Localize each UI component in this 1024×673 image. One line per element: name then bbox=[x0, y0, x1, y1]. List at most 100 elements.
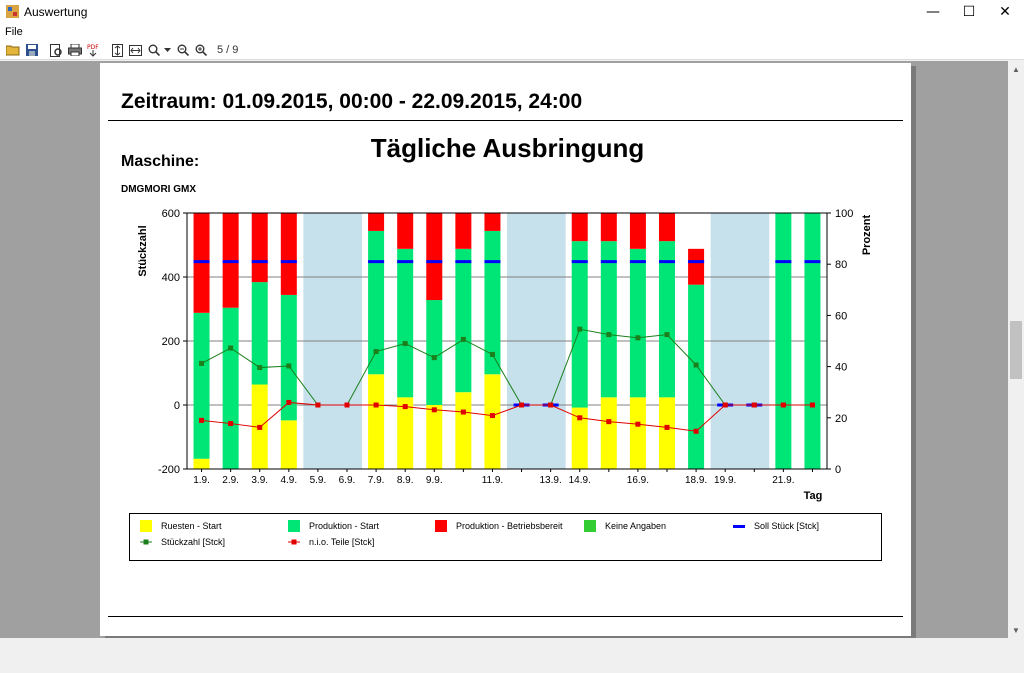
y2-tick-label: 80 bbox=[835, 259, 847, 271]
app-icon bbox=[6, 5, 19, 18]
status-area bbox=[0, 638, 1024, 673]
zoom-icon[interactable] bbox=[148, 43, 160, 57]
bar-ruesten bbox=[368, 374, 385, 469]
bar-betriebsbereit bbox=[688, 248, 705, 285]
print-preview-icon[interactable] bbox=[50, 43, 63, 57]
bar-produktion bbox=[368, 230, 385, 375]
legend-item: Soll Stück [Stck] bbox=[733, 520, 819, 532]
bar-produktion bbox=[600, 241, 617, 398]
bar-ruesten bbox=[193, 458, 210, 469]
print-icon[interactable] bbox=[68, 43, 82, 57]
zoom-dropdown-icon[interactable] bbox=[164, 43, 171, 57]
bar-betriebsbereit bbox=[455, 213, 472, 249]
vertical-scrollbar[interactable]: ▲ ▼ bbox=[1008, 61, 1024, 638]
bar-ruesten bbox=[629, 397, 646, 469]
maximize-button[interactable]: ☐ bbox=[962, 4, 976, 20]
bar-ruesten bbox=[484, 374, 501, 469]
bar-betriebsbereit bbox=[600, 213, 617, 242]
bar-betriebsbereit bbox=[571, 213, 588, 242]
bar-produktion bbox=[280, 294, 297, 421]
scrollbar-thumb[interactable] bbox=[1010, 321, 1022, 379]
y2-tick-label: 0 bbox=[835, 464, 841, 476]
y2-tick-label: 100 bbox=[835, 208, 853, 220]
nio-point bbox=[460, 409, 466, 415]
stueckzahl-point bbox=[199, 360, 205, 366]
bar-produktion bbox=[688, 284, 705, 469]
export-pdf-icon[interactable]: PDF bbox=[87, 43, 99, 57]
y2-tick-label: 60 bbox=[835, 310, 847, 322]
x-tick-label: 16.9. bbox=[627, 475, 649, 486]
y-axis-title: Stückzahl bbox=[137, 225, 149, 276]
bar-betriebsbereit bbox=[368, 213, 385, 231]
bar-produktion bbox=[222, 307, 239, 469]
maschine-label: Maschine: bbox=[121, 153, 200, 170]
bar-betriebsbereit bbox=[426, 213, 443, 301]
bar-produktion bbox=[629, 248, 646, 398]
legend-label: Ruesten - Start bbox=[161, 521, 222, 531]
nio-point bbox=[199, 417, 205, 423]
stueckzahl-point bbox=[431, 355, 437, 361]
stueckzahl-point bbox=[635, 335, 641, 341]
x-tick-label: 4.9. bbox=[280, 475, 297, 486]
nio-point bbox=[489, 413, 495, 419]
bar-produktion bbox=[397, 248, 414, 398]
zoom-in-icon[interactable] bbox=[195, 43, 207, 57]
nio-point bbox=[664, 424, 670, 430]
preview-viewport[interactable]: Zeitraum: 01.09.2015, 00:00 - 22.09.2015… bbox=[0, 61, 1008, 638]
legend-swatch bbox=[733, 525, 745, 528]
legend-item: Ruesten - Start bbox=[140, 520, 222, 532]
menu-file[interactable]: File bbox=[5, 26, 23, 38]
x-tick-label: 13.9. bbox=[540, 475, 562, 486]
nio-point bbox=[431, 407, 437, 413]
bar-ruesten bbox=[571, 407, 588, 469]
legend-label: Produktion - Betriebsbereit bbox=[456, 521, 563, 531]
close-button[interactable]: ✕ bbox=[999, 4, 1011, 20]
nio-point bbox=[315, 402, 321, 408]
scroll-up-icon[interactable]: ▲ bbox=[1012, 64, 1020, 74]
legend-swatch bbox=[140, 539, 152, 545]
stueckzahl-point bbox=[489, 351, 495, 357]
nio-point bbox=[286, 399, 292, 405]
nio-point bbox=[780, 402, 786, 408]
nio-point bbox=[344, 402, 350, 408]
bar-betriebsbereit bbox=[484, 213, 501, 231]
nio-point bbox=[548, 402, 554, 408]
bar-betriebsbereit bbox=[629, 213, 646, 249]
bar-betriebsbereit bbox=[397, 213, 414, 249]
scroll-down-icon[interactable]: ▼ bbox=[1012, 625, 1020, 635]
stueckzahl-line bbox=[201, 328, 813, 406]
save-icon[interactable] bbox=[26, 43, 38, 57]
bar-produktion bbox=[484, 230, 501, 375]
bar-betriebsbereit bbox=[659, 213, 675, 242]
bar-ruesten bbox=[280, 420, 297, 469]
legend-swatch bbox=[435, 520, 447, 532]
y2-tick-label: 20 bbox=[835, 413, 847, 425]
bar-produktion bbox=[659, 241, 675, 398]
stueckzahl-point bbox=[693, 362, 699, 368]
svg-text:PDF: PDF bbox=[87, 44, 99, 51]
nio-point bbox=[519, 402, 525, 408]
nio-point bbox=[606, 419, 612, 425]
report-page: Zeitraum: 01.09.2015, 00:00 - 22.09.2015… bbox=[100, 63, 911, 636]
bar-ruesten bbox=[600, 397, 617, 469]
chart-legend: Ruesten - Start Produktion - Start Produkt… bbox=[129, 513, 882, 561]
zoom-out-icon[interactable] bbox=[177, 43, 189, 57]
nio-point bbox=[751, 402, 757, 408]
bar-produktion bbox=[775, 213, 792, 469]
nio-point bbox=[809, 402, 815, 408]
fit-page-icon[interactable] bbox=[112, 43, 123, 57]
open-icon[interactable] bbox=[6, 43, 20, 57]
nio-point bbox=[693, 428, 699, 434]
x-tick-label: 7.9. bbox=[368, 475, 385, 486]
bar-ruesten bbox=[455, 392, 472, 469]
stueckzahl-point bbox=[373, 349, 379, 355]
bar-betriebsbereit bbox=[280, 213, 297, 295]
fit-width-icon[interactable] bbox=[129, 43, 142, 57]
legend-item: Produktion - Betriebsbereit bbox=[435, 520, 563, 532]
legend-swatch bbox=[288, 539, 300, 545]
legend-swatch bbox=[288, 520, 300, 532]
title-bar: Auswertung — ☐ ✕ bbox=[0, 0, 1024, 24]
minimize-button[interactable]: — bbox=[926, 4, 940, 20]
bar-ruesten bbox=[659, 397, 675, 469]
legend-label: n.i.o. Teile [Stck] bbox=[309, 537, 375, 547]
